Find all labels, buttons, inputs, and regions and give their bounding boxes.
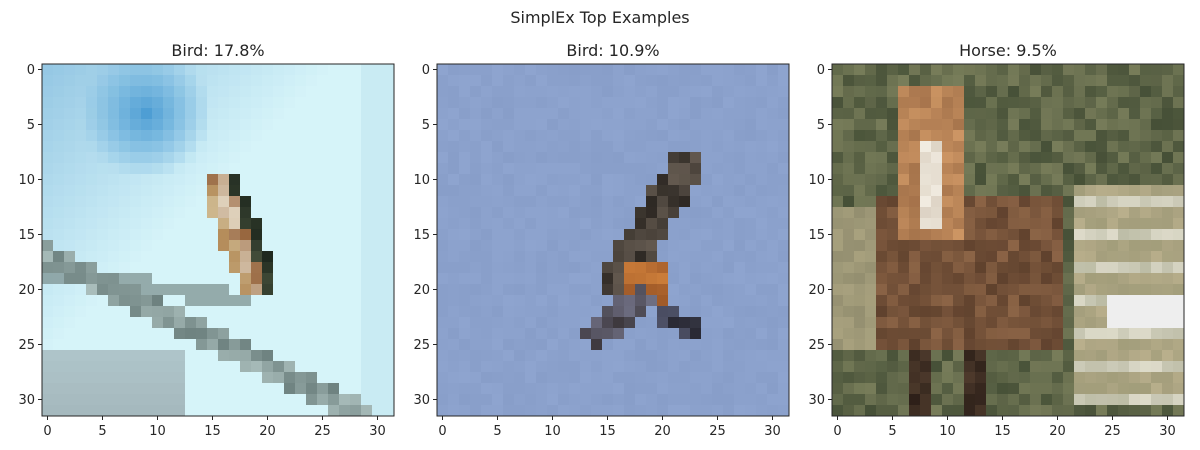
x-tick-label: 15 xyxy=(599,424,616,439)
x-tick-label: 20 xyxy=(259,424,276,439)
x-tick-label: 25 xyxy=(709,424,726,439)
y-tick-label: 25 xyxy=(808,338,825,353)
y-tick-label: 25 xyxy=(413,338,430,353)
y-tick-label: 15 xyxy=(808,228,825,243)
x-tick-label: 30 xyxy=(369,424,386,439)
x-tick-label: 5 xyxy=(98,424,106,439)
x-tick-label: 25 xyxy=(1104,424,1121,439)
y-tick-label: 0 xyxy=(817,63,825,78)
panels: Bird: 17.8%0 5 10 15 20 25 30051015202530Bird:… xyxy=(18,41,1185,439)
x-tick-label: 0 xyxy=(833,424,841,439)
panel-1: Bird: 17.8% 0 5 10 15 20 25 30 0 5 10 15 20 25 30 xyxy=(18,41,395,439)
y-tick-label: 20 xyxy=(18,283,35,298)
y-tick-label: 10 xyxy=(413,173,430,188)
y-tick-label: 15 xyxy=(18,228,35,243)
x-tick-label: 15 xyxy=(994,424,1011,439)
panel-1-image xyxy=(42,64,395,417)
y-tick-label: 5 xyxy=(27,118,35,133)
panel-3: Horse: 9.5% 0 5 10 15 20 25 30 0 5 10 15 20 25 30 xyxy=(808,41,1185,439)
x-tick-label: 0 xyxy=(43,424,51,439)
y-tick-label: 10 xyxy=(18,173,35,188)
panel-2: Bird: 10.9% 0 5 10 15 20 25 30 0 5 10 15 20 25 30 xyxy=(413,41,790,439)
x-tick-label: 15 xyxy=(204,424,221,439)
panel-1-title: Bird: 17.8% xyxy=(171,41,264,60)
x-tick-label: 10 xyxy=(544,424,561,439)
figure-suptitle: SimplEx Top Examples xyxy=(510,8,689,27)
y-tick-label: 5 xyxy=(422,118,430,133)
panel-3-image xyxy=(832,64,1185,417)
x-tick-label: 0 xyxy=(438,424,446,439)
panel-1-frame xyxy=(41,63,395,417)
y-tick-label: 20 xyxy=(413,283,430,298)
x-tick-label: 10 xyxy=(149,424,166,439)
y-tick-label: 0 xyxy=(422,63,430,78)
y-tick-label: 30 xyxy=(808,393,825,408)
y-tick-label: 30 xyxy=(413,393,430,408)
panel-3-title: Horse: 9.5% xyxy=(959,41,1057,60)
y-tick-label: 10 xyxy=(808,173,825,188)
y-tick-label: 25 xyxy=(18,338,35,353)
panel-3-frame xyxy=(831,63,1185,417)
x-tick-label: 25 xyxy=(314,424,331,439)
y-tick-label: 0 xyxy=(27,63,35,78)
panel-2-title: Bird: 10.9% xyxy=(566,41,659,60)
panel-2-frame xyxy=(436,63,790,417)
y-tick-label: 15 xyxy=(413,228,430,243)
x-tick-label: 5 xyxy=(888,424,896,439)
x-tick-label: 30 xyxy=(764,424,781,439)
x-tick-label: 30 xyxy=(1159,424,1176,439)
y-tick-label: 5 xyxy=(817,118,825,133)
x-tick-label: 5 xyxy=(493,424,501,439)
y-tick-label: 20 xyxy=(808,283,825,298)
x-tick-label: 10 xyxy=(939,424,956,439)
y-tick-label: 30 xyxy=(18,393,35,408)
panel-2-image xyxy=(437,64,790,417)
x-tick-label: 20 xyxy=(1049,424,1066,439)
x-tick-label: 20 xyxy=(654,424,671,439)
